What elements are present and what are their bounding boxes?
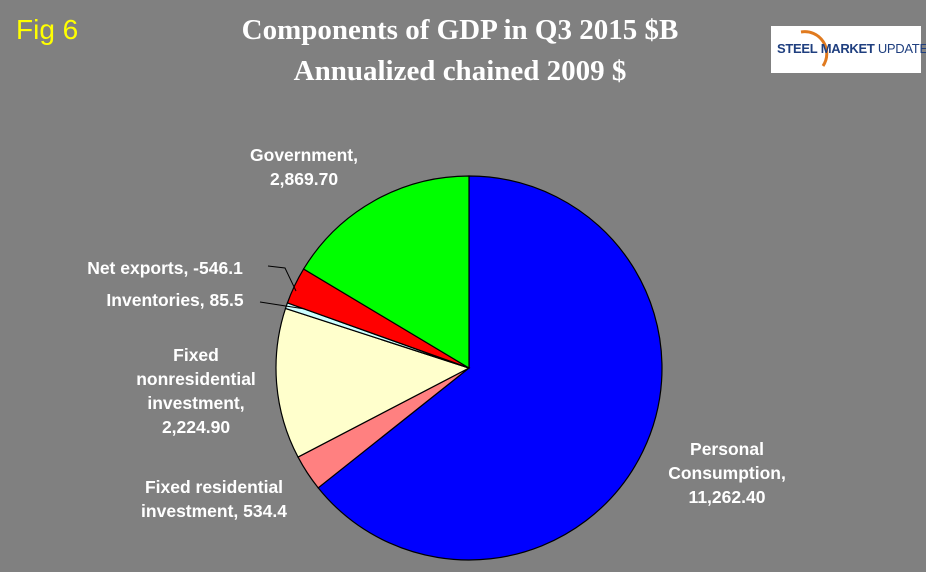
slice-label-fixed: Fixed nonresidential investment, 2,224.90 [136, 345, 256, 437]
slice-label-personal: Personal Consumption, 11,262.40 [668, 439, 786, 507]
figure-label: Fig 6 [16, 14, 79, 45]
logo-text: STEEL MARKET UPDATE [777, 41, 926, 56]
pie-slice-government [302, 175, 470, 370]
leader-line-inventories [259, 301, 306, 310]
chart-title: Components of GDP in Q3 2015 $B [241, 14, 679, 46]
logo-arc-icon [800, 30, 829, 67]
pie-slice-personal [317, 175, 663, 561]
leader-line-net-exports [267, 265, 297, 292]
slice-label-government: Government, 2,869.70 [250, 145, 358, 189]
pie-slice-fixed [275, 307, 471, 458]
slice-label-fixed-residential: Fixed residential investment, 534.4 [141, 477, 287, 521]
chart-subtitle: Annualized chained 2009 $ [293, 55, 627, 87]
slice-label-net-exports: Net exports, -546.1 [87, 258, 243, 278]
slice-label-inventories: Inventories, 85.5 [106, 290, 243, 310]
steel-market-update-logo: STEEL MARKET UPDATE [771, 26, 926, 73]
